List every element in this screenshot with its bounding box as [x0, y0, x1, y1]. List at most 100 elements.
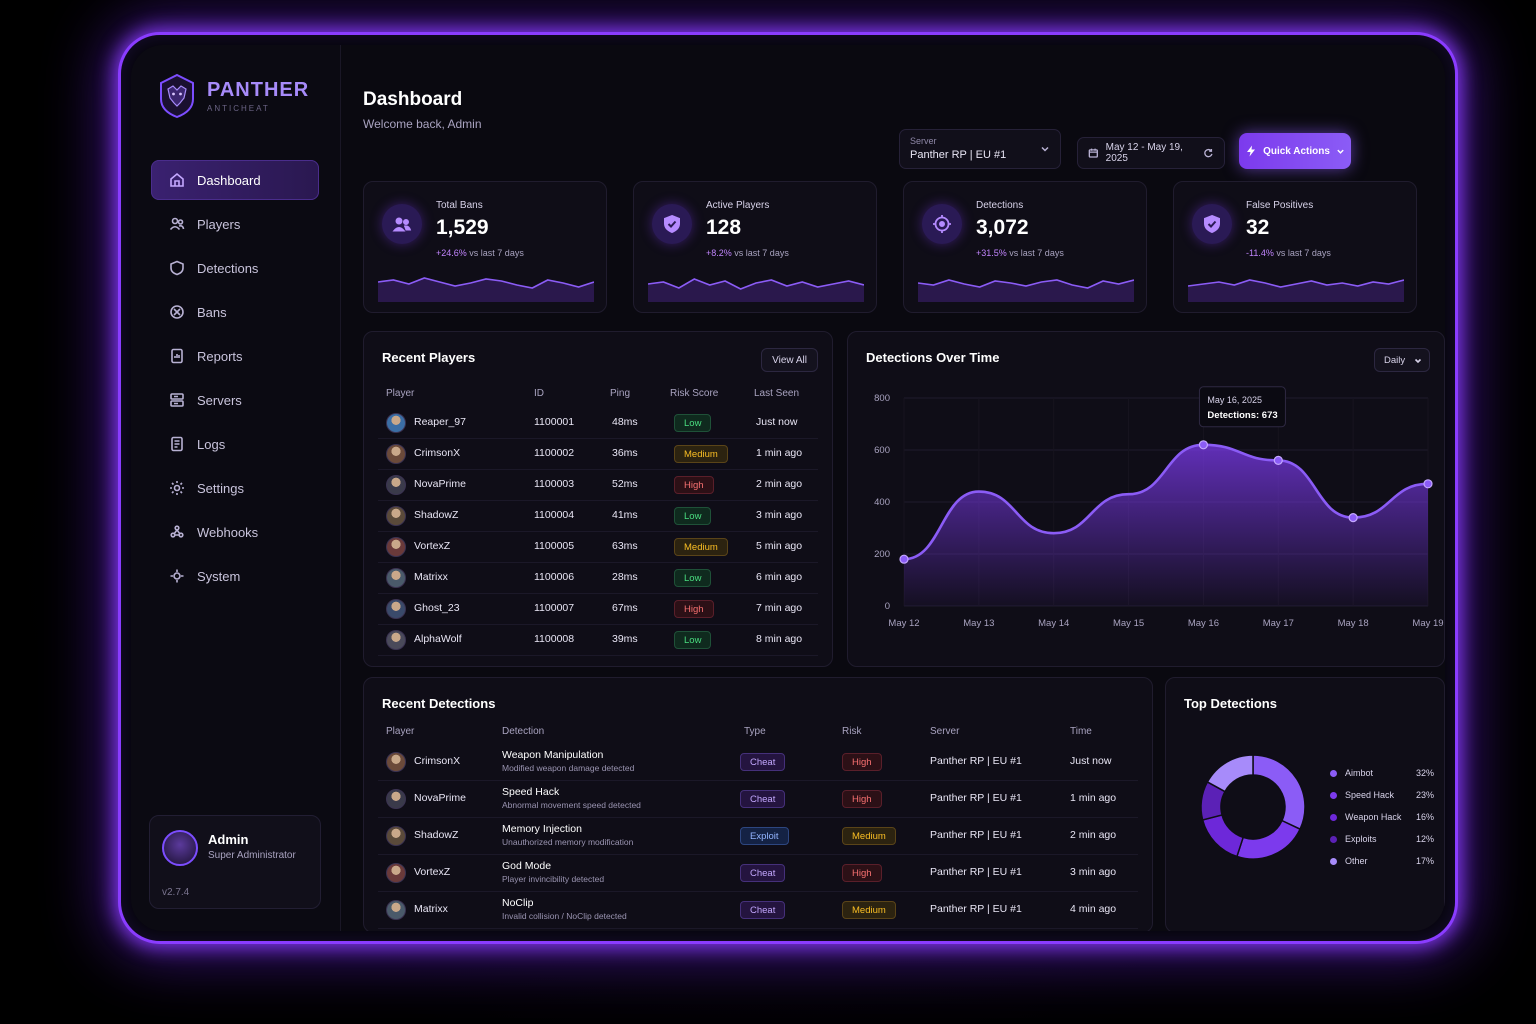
quick-actions-button[interactable]: Quick Actions	[1239, 133, 1351, 169]
server-name: Panther RP | EU #1	[930, 792, 1022, 804]
table-row[interactable]: NovaPrime 1100003 52ms High 2 min ago	[378, 470, 818, 501]
y-tick-label: 400	[874, 497, 890, 508]
player-name: ShadowZ	[414, 509, 459, 521]
table-row[interactable]: VortexZ God Mode Player invincibility dete…	[378, 855, 1138, 892]
avatar	[162, 830, 198, 866]
y-tick-label: 200	[874, 549, 890, 560]
table-row[interactable]: AlphaWolf 1100008 39ms Low 8 min ago	[378, 625, 818, 656]
home-icon	[169, 172, 185, 188]
data-point[interactable]	[899, 554, 909, 564]
top-detections-card: Top Detections Aimbot 32% Speed Hack 23% Wea…	[1165, 677, 1445, 931]
users-group-icon	[382, 204, 422, 244]
x-tick-label: May 12	[888, 618, 919, 629]
data-point[interactable]	[1423, 479, 1433, 489]
stat-card-false-positives[interactable]: False Positives 32 -11.4% vs last 7 days	[1173, 181, 1417, 313]
y-tick-label: 0	[885, 601, 890, 612]
main-content: Dashboard Welcome back, Admin Server Pan…	[353, 45, 1445, 931]
stat-delta-text: vs last 7 days	[469, 248, 524, 258]
risk-badge: Medium	[842, 827, 896, 845]
date-range-picker[interactable]: May 12 - May 19, 2025	[1077, 137, 1225, 169]
recent-players-title: Recent Players	[382, 350, 476, 365]
stat-card-total-bans[interactable]: Total Bans 1,529 +24.6% vs last 7 days	[363, 181, 607, 313]
donut-slice-speed-hack[interactable]	[1235, 819, 1302, 860]
webhook-icon	[169, 524, 185, 540]
data-point[interactable]	[1273, 455, 1283, 466]
stat-value: 32	[1246, 216, 1270, 239]
table-row[interactable]: NovaPrime Speed Hack Abnormal movement spe…	[378, 781, 1138, 818]
sidebar-item-label: Dashboard	[197, 172, 261, 188]
table-row[interactable]: ShadowZ 1100004 41ms Low 3 min ago	[378, 501, 818, 532]
sidebar-item-webhooks[interactable]: Webhooks	[151, 512, 319, 552]
donut-slice-other[interactable]	[1206, 754, 1254, 793]
server-select[interactable]: Server Panther RP | EU #1	[899, 129, 1061, 169]
legend-item[interactable]: Aimbot 32%	[1330, 768, 1434, 778]
table-row[interactable]: Reaper_97 1100001 48ms Low Just now	[378, 408, 818, 439]
table-row[interactable]: Matrixx NoClip Invalid collision / NoClip …	[378, 892, 1138, 929]
legend-label: Other	[1345, 856, 1368, 866]
admin-card[interactable]: Admin Super Administrator v2.7.4	[149, 815, 321, 909]
stat-card-detections[interactable]: Detections 3,072 +31.5% vs last 7 days	[903, 181, 1147, 313]
sidebar-item-label: Webhooks	[197, 524, 259, 540]
legend-item[interactable]: Weapon Hack 16%	[1330, 812, 1434, 822]
table-row[interactable]: VortexZ 1100005 63ms Medium 5 min ago	[378, 532, 818, 563]
lightning-icon	[1247, 145, 1256, 157]
legend-percent: 23%	[1415, 790, 1434, 800]
y-tick-label: 600	[874, 445, 890, 456]
legend-item[interactable]: Speed Hack 23%	[1330, 790, 1434, 800]
risk-badge: Low	[674, 414, 712, 432]
stat-card-active-players[interactable]: Active Players 128 +8.2% vs last 7 days	[633, 181, 877, 313]
player-id: 1100006	[534, 571, 575, 583]
area-line	[903, 443, 1429, 561]
column-header: Player	[386, 726, 415, 737]
legend-item[interactable]: Exploits 12%	[1330, 834, 1434, 844]
sparkline-area	[918, 280, 1134, 302]
player-ping: 48ms	[612, 416, 638, 428]
stat-sparkline	[648, 278, 864, 302]
sparkline-line	[1188, 279, 1404, 288]
page-subtitle: Welcome back, Admin	[363, 117, 482, 131]
donut-slice-weapon-hack[interactable]	[1201, 814, 1245, 858]
sidebar-item-label: Bans	[197, 304, 227, 320]
sidebar-item-logs[interactable]: Logs	[151, 424, 319, 464]
sidebar-item-detections[interactable]: Detections	[151, 248, 319, 288]
last-seen: 5 min ago	[756, 540, 803, 552]
table-row[interactable]: Ghost_23 1100007 67ms High 7 min ago	[378, 594, 818, 625]
tooltip-value: Detections: 673	[1207, 410, 1277, 421]
sidebar-item-bans[interactable]: Bans	[151, 292, 319, 332]
stat-delta: -11.4% vs last 7 days	[1246, 248, 1331, 258]
sidebar-item-system[interactable]: System	[151, 556, 319, 596]
sidebar-nav: Dashboard Players Detections Bans Reports Ser…	[151, 160, 319, 600]
player-name: AlphaWolf	[414, 633, 462, 645]
table-row[interactable]: CrimsonX Weapon Manipulation Modified weap…	[378, 744, 1138, 781]
data-point[interactable]	[1348, 513, 1358, 523]
type-badge: Cheat	[740, 790, 786, 808]
last-seen: 1 min ago	[756, 447, 803, 459]
legend-label: Speed Hack	[1345, 790, 1395, 800]
period-select[interactable]: Daily	[1374, 348, 1430, 372]
data-point[interactable]	[1198, 440, 1209, 450]
sidebar-item-reports[interactable]: Reports	[151, 336, 319, 376]
sidebar-item-settings[interactable]: Settings	[151, 468, 319, 508]
sidebar-item-label: Logs	[197, 436, 226, 452]
avatar	[386, 599, 406, 619]
sidebar-item-dashboard[interactable]: Dashboard	[151, 160, 319, 200]
detections-area-chart: 0 200 400 600 800 May 12 May 13 May 14 May 15 May…	[874, 386, 1444, 629]
donut-slice-aimbot[interactable]	[1252, 754, 1306, 831]
risk-badge: Low	[674, 569, 712, 587]
sparkline-line	[648, 278, 864, 290]
view-all-button[interactable]: View All	[761, 348, 818, 372]
sidebar-item-players[interactable]: Players	[151, 204, 319, 244]
table-row[interactable]: Matrixx 1100006 28ms Low 6 min ago	[378, 563, 818, 594]
table-row[interactable]: CrimsonX 1100002 36ms Medium 1 min ago	[378, 439, 818, 470]
chevron-down-icon	[1041, 146, 1049, 152]
sidebar-item-servers[interactable]: Servers	[151, 380, 319, 420]
brand-logo[interactable]: PANTHER ANTICHEAT	[157, 73, 309, 119]
risk-badge: Medium	[842, 901, 896, 919]
legend-percent: 16%	[1415, 812, 1434, 822]
player-name: CrimsonX	[414, 447, 461, 459]
avatar	[386, 475, 406, 495]
table-row[interactable]: ShadowZ Memory Injection Unauthorized memo…	[378, 818, 1138, 855]
legend-item[interactable]: Other 17%	[1330, 856, 1434, 866]
avatar	[386, 568, 406, 588]
